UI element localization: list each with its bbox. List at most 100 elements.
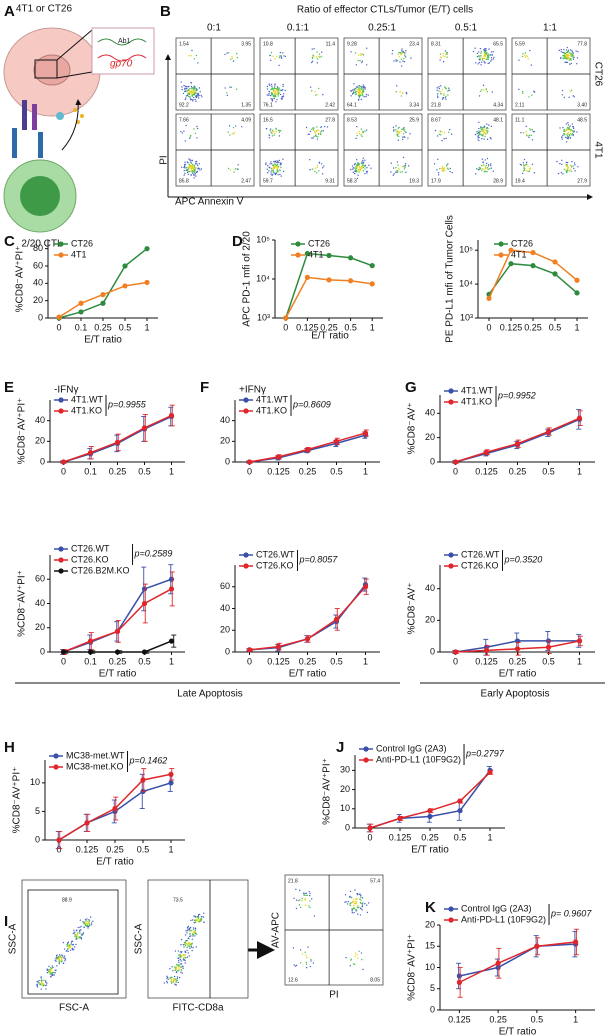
- cytometry-event: [46, 968, 49, 971]
- cytometry-event: [270, 51, 273, 54]
- cytometry-event: [574, 164, 576, 166]
- cytometry-event: [487, 165, 490, 167]
- cytometry-event: [567, 127, 569, 129]
- y-tick-label: 40: [425, 408, 435, 418]
- cytometry-event: [523, 164, 525, 167]
- cytometry-event: [176, 970, 179, 972]
- cytometry-event: [270, 98, 272, 100]
- cytometry-event: [357, 95, 360, 97]
- cytometry-event: [61, 954, 63, 956]
- cytometry-event: [562, 173, 564, 175]
- cytometry-event: [485, 88, 488, 90]
- cytometry-event: [173, 975, 176, 978]
- x-tick-label: 0.125: [500, 322, 523, 332]
- column-label: 1:1: [543, 23, 557, 34]
- p-value: p=0.9955: [107, 399, 147, 409]
- data-point: [304, 447, 311, 453]
- cytometry-event: [188, 89, 190, 91]
- cytometry-event: [479, 57, 481, 59]
- cytometry-event: [184, 85, 187, 88]
- cytometry-event: [368, 164, 370, 167]
- cytometry-event: [361, 89, 364, 91]
- cytometry-event: [572, 52, 575, 54]
- data-point: [60, 459, 67, 465]
- cytometry-event: [167, 978, 169, 980]
- cytometry-event: [355, 898, 357, 901]
- cytometry-event: [358, 133, 361, 135]
- cytometry-event: [475, 62, 477, 64]
- cytometry-event: [82, 921, 84, 923]
- cytometry-event: [355, 167, 357, 169]
- cytometry-event: [480, 61, 483, 63]
- cytometry-event: [565, 165, 568, 167]
- cytometry-event: [80, 925, 82, 928]
- cytometry-event: [183, 946, 185, 948]
- cytometry-event: [315, 56, 318, 58]
- cytometry-event: [196, 137, 198, 139]
- data-point: [552, 259, 558, 265]
- cytometry-event: [350, 51, 352, 53]
- cytometry-event: [358, 168, 360, 171]
- panel-label: J: [336, 739, 344, 756]
- cytometry-event: [567, 166, 569, 168]
- cytometry-event: [313, 48, 315, 50]
- cytometry-event: [478, 130, 480, 132]
- cytometry-event: [563, 133, 565, 135]
- cytometry-event: [41, 979, 43, 981]
- cytometry-event: [407, 137, 409, 139]
- cytometry-event: [445, 95, 447, 98]
- legend-marker: [448, 399, 454, 405]
- cytometry-event: [477, 136, 479, 138]
- x-tick-label: 0.25: [109, 656, 127, 666]
- cytometry-event: [279, 51, 282, 54]
- cytometry-event: [355, 93, 358, 95]
- cytometry-event: [439, 53, 442, 55]
- cytometry-event: [190, 54, 192, 57]
- data-point: [508, 247, 514, 253]
- cytometry-event: [183, 169, 185, 172]
- cytometry-event: [484, 170, 487, 173]
- cytometry-event: [365, 95, 367, 98]
- cytometry-event: [360, 894, 362, 897]
- cytometry-event: [184, 950, 186, 953]
- cytometry-event: [276, 160, 279, 162]
- cytometry-event: [177, 968, 180, 971]
- quadrant-value: 5.59: [515, 41, 525, 47]
- cytometry-event: [190, 159, 192, 162]
- cytometry-event: [569, 133, 572, 135]
- cytometry-event: [524, 56, 526, 58]
- cytometry-event: [89, 924, 91, 926]
- cytometry-event: [566, 135, 569, 137]
- cytometry-event: [354, 89, 356, 92]
- cytometry-event: [449, 167, 452, 170]
- quadrant-value: 48.1: [493, 117, 503, 123]
- cytometry-event: [275, 164, 278, 166]
- cytometry-event: [90, 924, 93, 926]
- cytometry-event: [270, 167, 273, 170]
- cytometry-event: [190, 134, 192, 137]
- data-point: [246, 459, 253, 465]
- cytometry-event: [486, 53, 488, 55]
- cytometry-event: [393, 173, 395, 175]
- quadrant-value: 11.1: [515, 117, 525, 123]
- cytometry-event: [271, 129, 274, 132]
- data-point: [56, 314, 62, 320]
- group-label: Late Apoptosis: [177, 689, 243, 700]
- cytometry-event: [533, 172, 536, 174]
- cytometry-event: [360, 902, 362, 904]
- cytometry-event: [298, 904, 301, 906]
- cytometry-event: [358, 54, 360, 56]
- cytometry-event: [404, 55, 406, 57]
- cytometry-event: [439, 130, 441, 132]
- cytometry-event: [361, 161, 363, 163]
- cytometry-event: [566, 128, 568, 131]
- cytometry-event: [181, 88, 183, 91]
- cytometry-event: [362, 166, 365, 169]
- data-point: [369, 281, 375, 287]
- cytometry-event: [390, 171, 392, 173]
- x-tick-label: 1: [169, 656, 174, 666]
- legend-label: CT26.WT: [256, 549, 295, 559]
- legend-label: Anti-PD-L1 (10F9G2): [376, 754, 461, 764]
- cytometry-event: [198, 167, 200, 170]
- cytometry-event: [203, 912, 205, 914]
